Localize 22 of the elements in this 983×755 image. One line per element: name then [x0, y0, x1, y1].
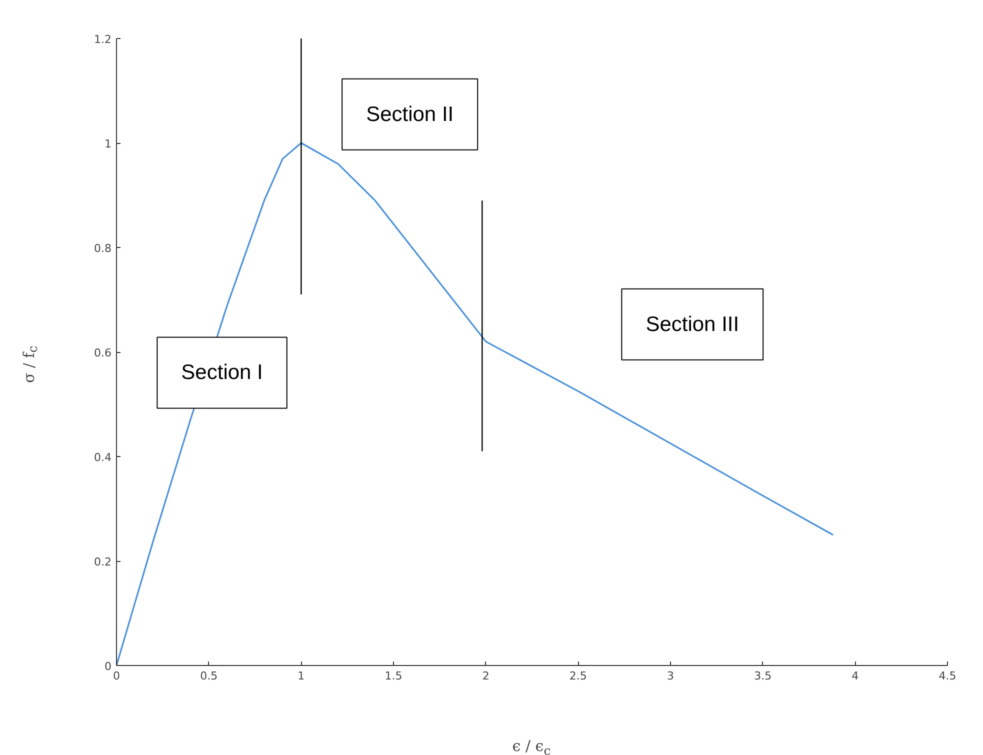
- x-tick-label: 1.5: [384, 670, 402, 682]
- x-tick-label: 2.5: [569, 670, 587, 682]
- x-tick-label: 4.5: [938, 670, 956, 682]
- x-axis-title: ϵ / ϵ$_{c}$: [511, 736, 552, 755]
- x-tick-label: 3.5: [754, 670, 772, 682]
- line-series: [116, 142, 834, 666]
- annotation: Section II: [366, 102, 454, 126]
- y-tick-label: 1.2: [94, 33, 112, 46]
- annotation: Section I: [181, 361, 263, 384]
- y-tick-label: 0.8: [94, 242, 112, 255]
- y-tick-label: 0.6: [94, 346, 112, 360]
- annotation: Section III: [646, 312, 740, 336]
- x-tick-label: 3: [667, 670, 674, 682]
- y-tick-label: 1: [104, 138, 112, 150]
- x-tick-label: 2: [482, 670, 490, 682]
- x-tick-label: 0: [113, 670, 120, 682]
- y-tick-label: 0: [104, 660, 112, 673]
- x-tick-label: 1: [298, 670, 305, 682]
- y-tick-label: 0.2: [94, 556, 112, 568]
- x-tick-label: 4: [852, 670, 859, 682]
- y-tick-label: 0.4: [94, 451, 112, 464]
- x-tick-label: 0.5: [200, 670, 218, 682]
